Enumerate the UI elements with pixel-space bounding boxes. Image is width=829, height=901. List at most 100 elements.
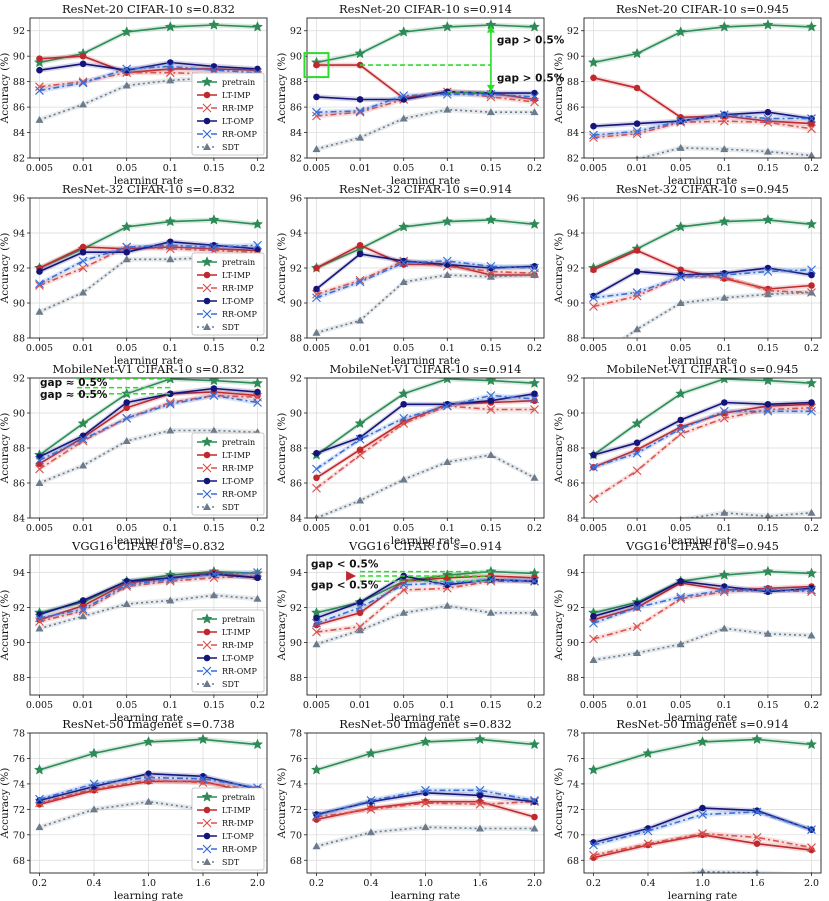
y-axis-label: Accuracy (%) bbox=[276, 233, 288, 305]
point-RR-IMP bbox=[763, 117, 773, 127]
y-tick-label: 74 bbox=[567, 779, 579, 790]
band-pretrain bbox=[593, 22, 812, 66]
point-RR-IMP bbox=[78, 263, 88, 273]
y-tick-label: 90 bbox=[290, 299, 302, 310]
x-tick-label: 2.0 bbox=[250, 878, 265, 889]
legend-label: pretrain bbox=[222, 615, 255, 624]
point-LT-OMP bbox=[764, 108, 772, 116]
marker-stroke bbox=[78, 77, 88, 87]
marker-stroke bbox=[312, 289, 321, 299]
point-pretrain bbox=[762, 214, 774, 225]
y-tick-label: 90 bbox=[567, 52, 579, 63]
point-RR-OMP bbox=[165, 399, 175, 409]
x-tick-label: 1.0 bbox=[695, 878, 710, 889]
legend-label: RR-OMP bbox=[222, 667, 258, 676]
point-SDT bbox=[35, 115, 44, 123]
band-LT-IMP bbox=[316, 242, 535, 278]
legend-marker-pretrain bbox=[201, 791, 213, 802]
line-SDT bbox=[316, 274, 535, 334]
marker-stroke bbox=[763, 406, 773, 416]
point-LT-OMP bbox=[677, 577, 684, 585]
marker-stroke bbox=[144, 773, 153, 782]
marker-stroke bbox=[530, 576, 539, 586]
point-SDT bbox=[699, 867, 706, 873]
line-LT-IMP bbox=[39, 391, 258, 465]
marker-stroke bbox=[589, 293, 598, 303]
legend-marker-SDT bbox=[203, 323, 211, 330]
x-tick-label: 0.005 bbox=[26, 343, 53, 354]
line-LT-IMP bbox=[593, 403, 812, 468]
point-SDT bbox=[35, 479, 44, 486]
x-tick-label: 0.15 bbox=[203, 343, 224, 354]
x-tick-label: 0.01 bbox=[73, 163, 94, 174]
chart-panel-13: ResNet-50 Imagenet s=0.738 0.2 0.4 1.0 1.6 2.… bbox=[0, 717, 268, 901]
arrow-head bbox=[346, 571, 357, 581]
marker-stroke bbox=[698, 829, 707, 838]
y-tick-label: 90 bbox=[567, 638, 579, 649]
y-tick-label: 72 bbox=[567, 805, 579, 816]
x-tick-label: 0.01 bbox=[73, 523, 94, 534]
legend-box bbox=[191, 252, 265, 336]
point-SDT bbox=[476, 824, 485, 832]
marker-stroke bbox=[632, 126, 642, 136]
point-pretrain bbox=[675, 387, 687, 399]
marker-stroke bbox=[198, 774, 208, 784]
band-SDT bbox=[593, 626, 812, 663]
point-pretrain bbox=[485, 378, 497, 386]
x-tick-label: 0.2 bbox=[250, 163, 265, 174]
marker-stroke bbox=[676, 272, 686, 282]
legend-marker-RR-OMP bbox=[202, 666, 212, 676]
point-RR-IMP bbox=[807, 843, 816, 852]
legend-marker-pretrain bbox=[201, 436, 213, 447]
marker-stroke bbox=[643, 839, 653, 849]
chart-panel-6: ResNet-32 CIFAR-10 s=0.945 0.005 0.01 0.05 0… bbox=[553, 182, 822, 367]
point-RR-OMP bbox=[475, 785, 485, 795]
line-LT-OMP bbox=[315, 253, 535, 290]
point-pretrain bbox=[528, 218, 541, 230]
marker-stroke bbox=[676, 116, 686, 126]
line-RR-OMP bbox=[39, 776, 258, 800]
marker-stroke bbox=[202, 129, 212, 139]
point-SDT bbox=[356, 496, 365, 504]
x-axis-label: learning rate bbox=[391, 355, 461, 367]
x-tick-label: 0.005 bbox=[303, 163, 330, 174]
chart-panel-14: ResNet-50 Imagenet s=0.832 0.2 0.4 1.0 1.6 2.… bbox=[276, 717, 545, 901]
point-RR-OMP bbox=[421, 785, 430, 795]
line-pretrain bbox=[316, 378, 535, 456]
point-LT-OMP bbox=[210, 385, 218, 392]
y-tick-label: 78 bbox=[290, 729, 302, 740]
point-LT-OMP bbox=[123, 66, 130, 74]
point-RR-OMP bbox=[355, 277, 365, 287]
plot-frame bbox=[29, 554, 268, 696]
marker-stroke bbox=[752, 807, 762, 817]
point-RR-OMP bbox=[78, 434, 88, 444]
marker-stroke bbox=[719, 413, 729, 423]
point-pretrain bbox=[528, 378, 541, 389]
marker-stroke bbox=[530, 405, 539, 414]
marker-stroke bbox=[763, 585, 773, 595]
point-RR-OMP bbox=[165, 61, 175, 71]
x-tick-label: 0.05 bbox=[670, 163, 691, 174]
x-tick-label: 0.2 bbox=[527, 343, 542, 354]
x-axis-label: learning rate bbox=[668, 175, 738, 187]
point-LT-IMP bbox=[633, 84, 641, 92]
x-tick-label: 0.05 bbox=[393, 523, 414, 534]
marker-stroke bbox=[442, 256, 452, 266]
point-LT-OMP bbox=[313, 449, 320, 457]
marker-stroke bbox=[35, 617, 44, 626]
marker-stroke bbox=[202, 103, 212, 113]
x-tick-label: 0.2 bbox=[32, 878, 47, 889]
y-tick-label: 72 bbox=[13, 805, 25, 816]
x-tick-label: 0.2 bbox=[527, 523, 542, 534]
line-RR-OMP bbox=[593, 268, 812, 299]
plot-frame bbox=[29, 17, 268, 159]
band-LT-IMP bbox=[316, 573, 535, 628]
point-SDT bbox=[720, 624, 729, 632]
point-RR-OMP bbox=[144, 773, 153, 782]
point-RR-OMP bbox=[486, 391, 496, 400]
plot-frame bbox=[583, 554, 822, 696]
x-tick-label: 0.01 bbox=[627, 523, 648, 534]
marker-stroke bbox=[399, 413, 409, 423]
y-tick-label: 94 bbox=[567, 568, 579, 579]
x-axis-label: learning rate bbox=[114, 890, 184, 901]
